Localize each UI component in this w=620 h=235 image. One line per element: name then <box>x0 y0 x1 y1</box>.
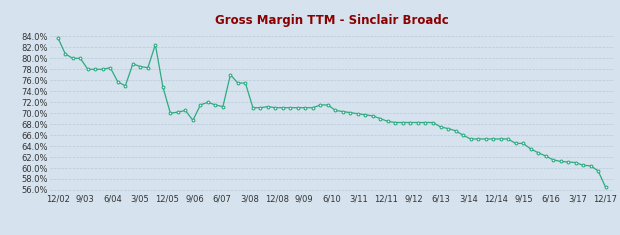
Title: Gross Margin TTM - Sinclair Broadc: Gross Margin TTM - Sinclair Broadc <box>215 14 449 27</box>
